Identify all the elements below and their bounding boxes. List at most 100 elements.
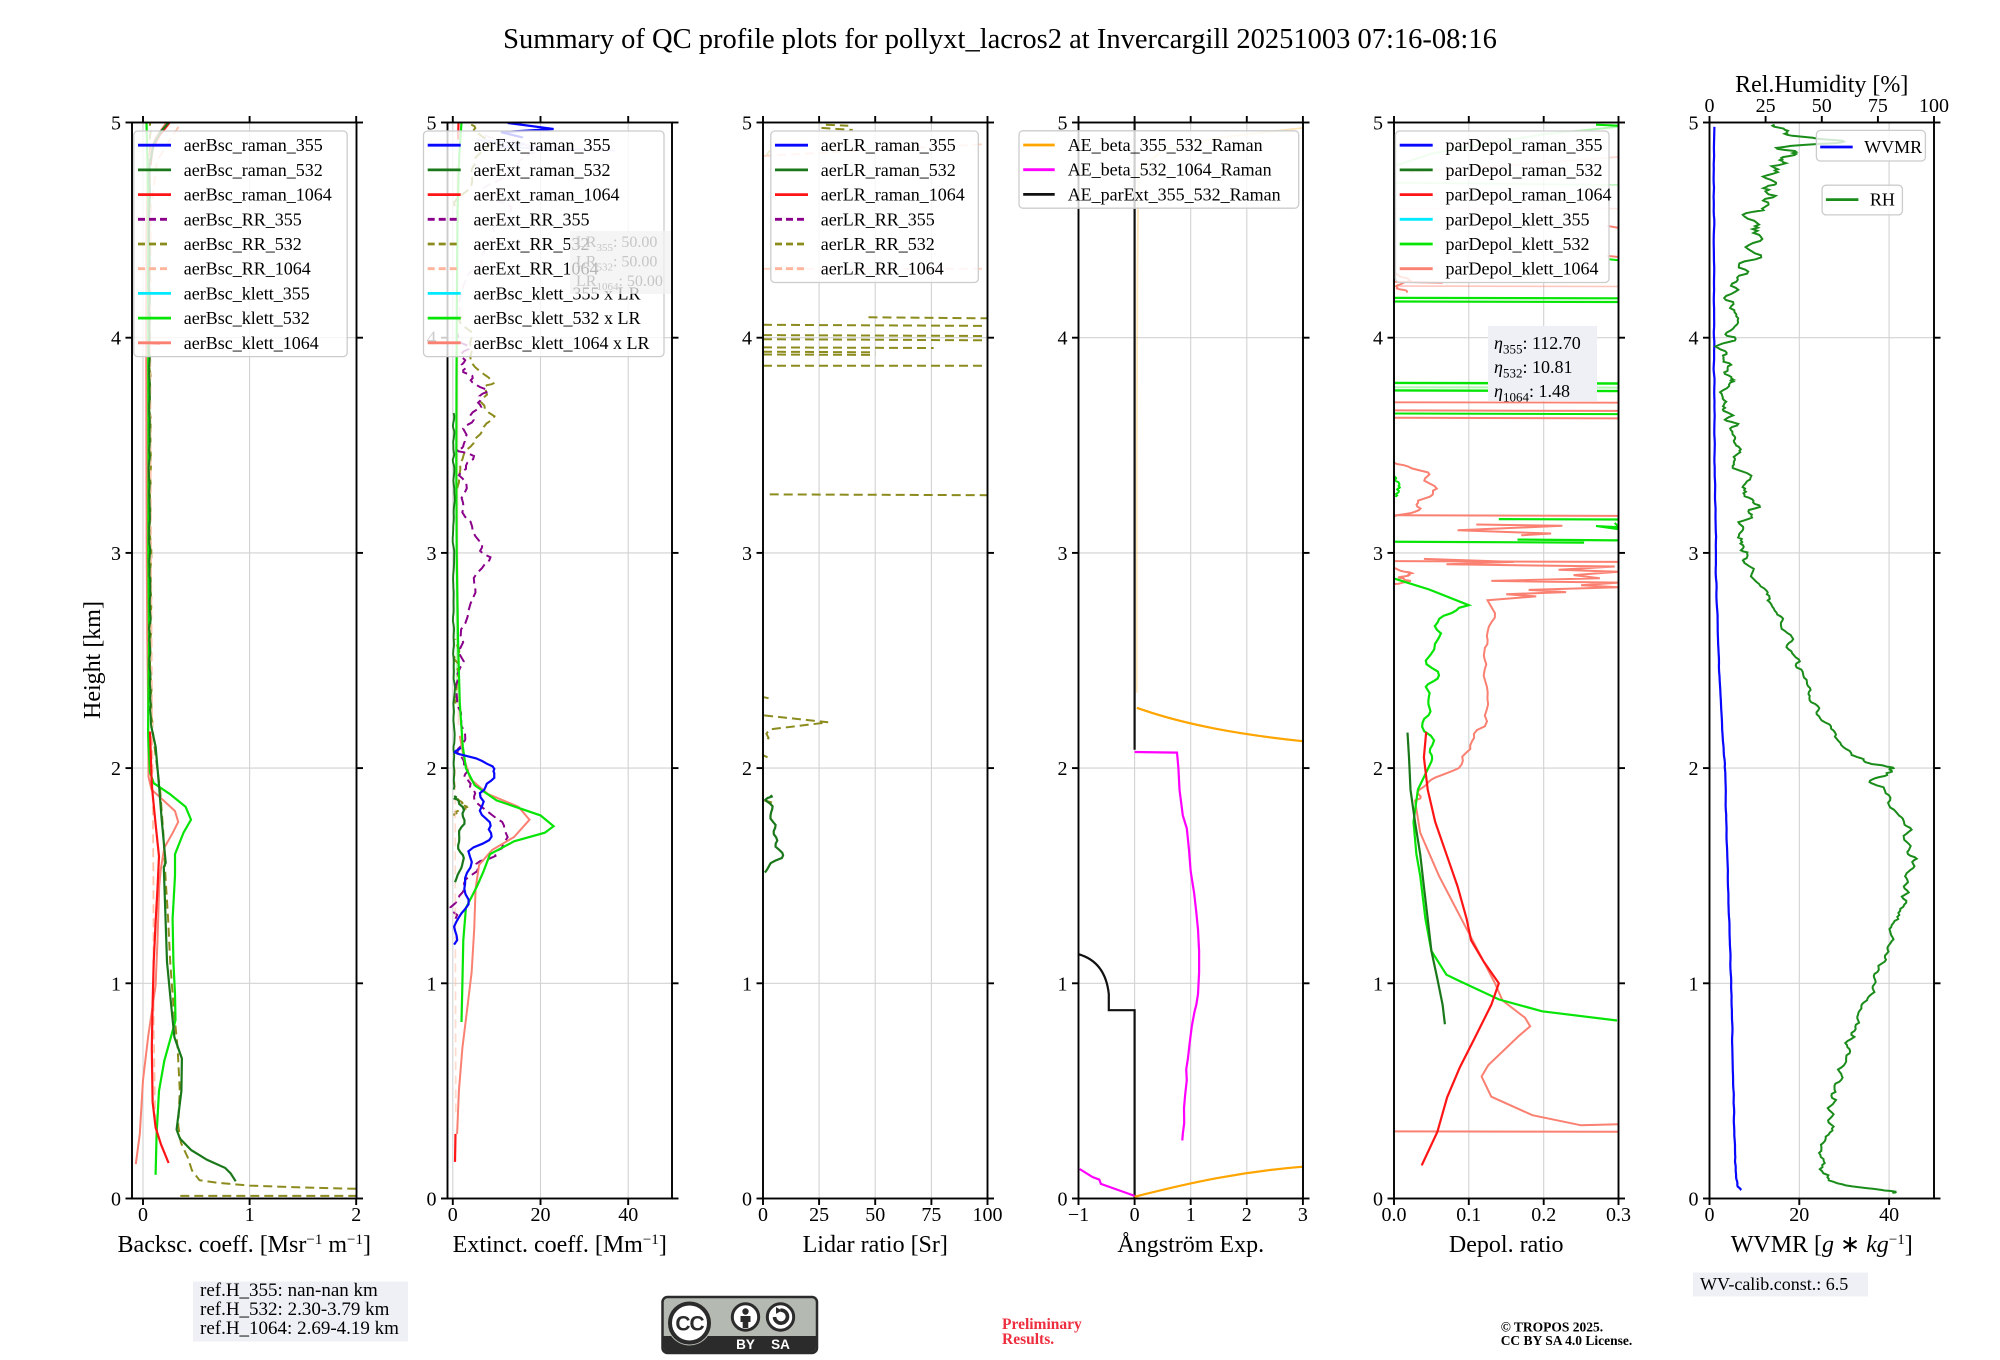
svg-text:Backsc. coeff. [Msr−1 m−1]: Backsc. coeff. [Msr−1 m−1] <box>118 1232 371 1258</box>
svg-text:aerExt_raman_532: aerExt_raman_532 <box>474 160 611 180</box>
svg-text:aerExt_RR_355: aerExt_RR_355 <box>474 209 590 229</box>
svg-text:25: 25 <box>1756 95 1776 117</box>
svg-text:2: 2 <box>111 758 121 780</box>
svg-text:AE_beta_355_532_Raman: AE_beta_355_532_Raman <box>1068 135 1263 155</box>
svg-text:aerLR_raman_532: aerLR_raman_532 <box>821 160 956 180</box>
svg-text:aerExt_RR_532: aerExt_RR_532 <box>474 234 590 254</box>
svg-text:parDepol_raman_532: parDepol_raman_532 <box>1446 160 1603 180</box>
svg-text:WVMR: WVMR <box>1864 137 1922 157</box>
svg-text:1: 1 <box>1186 1204 1196 1226</box>
svg-text:0: 0 <box>758 1204 768 1226</box>
svg-text:ref.H_1064: 2.69-4.19 km: ref.H_1064: 2.69-4.19 km <box>200 1318 399 1339</box>
svg-text:1: 1 <box>111 973 121 995</box>
svg-text:Ångström Exp.: Ångström Exp. <box>1117 1232 1264 1258</box>
svg-text:5: 5 <box>1689 113 1699 135</box>
svg-text:aerLR_RR_1064: aerLR_RR_1064 <box>821 259 944 279</box>
svg-text:aerBsc_klett_532: aerBsc_klett_532 <box>184 308 310 328</box>
svg-text:1: 1 <box>742 973 752 995</box>
svg-text:ref.H_532: 2.30-3.79 km: ref.H_532: 2.30-3.79 km <box>200 1299 390 1320</box>
svg-text:40: 40 <box>1879 1204 1899 1226</box>
svg-text:1: 1 <box>1058 973 1068 995</box>
svg-text:LR532: 50.00: LR532: 50.00 <box>576 254 657 274</box>
svg-text:−1: −1 <box>1068 1204 1089 1226</box>
svg-text:aerBsc_raman_355: aerBsc_raman_355 <box>184 135 323 155</box>
svg-text:0: 0 <box>1130 1204 1140 1226</box>
svg-text:parDepol_raman_1064: parDepol_raman_1064 <box>1446 185 1612 205</box>
svg-text:0: 0 <box>1705 1204 1715 1226</box>
svg-text:Preliminary: Preliminary <box>1002 1316 1082 1333</box>
svg-text:aerLR_RR_532: aerLR_RR_532 <box>821 234 935 254</box>
svg-text:1: 1 <box>427 973 437 995</box>
svg-text:aerLR_raman_355: aerLR_raman_355 <box>821 135 956 155</box>
svg-text:Lidar ratio [Sr]: Lidar ratio [Sr] <box>803 1232 948 1258</box>
svg-text:1: 1 <box>1373 973 1383 995</box>
svg-text:20: 20 <box>531 1204 551 1226</box>
svg-text:2: 2 <box>1242 1204 1252 1226</box>
svg-text:0: 0 <box>138 1204 148 1226</box>
svg-text:Height [km]: Height [km] <box>80 601 106 719</box>
svg-text:aerBsc_klett_1064 x LR: aerBsc_klett_1064 x LR <box>474 333 650 353</box>
svg-text:LR355: 50.00: LR355: 50.00 <box>576 234 657 254</box>
svg-text:aerExt_raman_1064: aerExt_raman_1064 <box>474 185 620 205</box>
svg-text:25: 25 <box>809 1204 829 1226</box>
svg-text:5: 5 <box>1058 113 1068 135</box>
svg-text:3: 3 <box>1298 1204 1308 1226</box>
svg-text:Results.: Results. <box>1002 1331 1054 1348</box>
svg-text:RH: RH <box>1870 190 1895 210</box>
svg-text:4: 4 <box>742 328 752 350</box>
svg-text:LR1064: 50.00: LR1064: 50.00 <box>576 273 663 293</box>
svg-text:parDepol_klett_1064: parDepol_klett_1064 <box>1446 259 1599 279</box>
svg-text:2: 2 <box>427 758 437 780</box>
svg-text:2: 2 <box>1689 758 1699 780</box>
svg-text:aerExt_raman_355: aerExt_raman_355 <box>474 135 611 155</box>
svg-text:5: 5 <box>1373 113 1383 135</box>
svg-text:WVMR [g ∗ kg−1]: WVMR [g ∗ kg−1] <box>1731 1232 1913 1258</box>
svg-text:50: 50 <box>1812 95 1832 117</box>
svg-text:0: 0 <box>448 1204 458 1226</box>
svg-text:Summary of QC profile plots fo: Summary of QC profile plots for pollyxt_… <box>503 24 1497 55</box>
svg-text:0: 0 <box>1689 1189 1699 1211</box>
svg-text:100: 100 <box>1919 95 1949 117</box>
svg-text:aerBsc_RR_1064: aerBsc_RR_1064 <box>184 259 311 279</box>
svg-text:0: 0 <box>111 1189 121 1211</box>
svg-text:2: 2 <box>742 758 752 780</box>
svg-text:CC: CC <box>675 1313 704 1336</box>
svg-text:50: 50 <box>865 1204 885 1226</box>
svg-text:AE_beta_532_1064_Raman: AE_beta_532_1064_Raman <box>1068 160 1272 180</box>
svg-text:3: 3 <box>1373 543 1383 565</box>
svg-text:0: 0 <box>1373 1189 1383 1211</box>
svg-text:0: 0 <box>1058 1189 1068 1211</box>
svg-text:BY: BY <box>736 1337 755 1352</box>
svg-text:0.2: 0.2 <box>1531 1204 1556 1226</box>
svg-text:WV-calib.const.: 6.5: WV-calib.const.: 6.5 <box>1700 1274 1848 1294</box>
svg-text:4: 4 <box>1689 328 1699 350</box>
svg-text:aerBsc_raman_1064: aerBsc_raman_1064 <box>184 185 332 205</box>
svg-text:0.0: 0.0 <box>1382 1204 1407 1226</box>
svg-text:0: 0 <box>1705 95 1715 117</box>
svg-text:parDepol_raman_355: parDepol_raman_355 <box>1446 135 1603 155</box>
svg-text:ref.H_355: nan-nan km: ref.H_355: nan-nan km <box>200 1280 378 1301</box>
svg-text:AE_parExt_355_532_Raman: AE_parExt_355_532_Raman <box>1068 184 1281 204</box>
svg-text:3: 3 <box>1058 543 1068 565</box>
svg-text:4: 4 <box>111 328 121 350</box>
svg-text:aerBsc_RR_532: aerBsc_RR_532 <box>184 234 302 254</box>
svg-text:aerBsc_klett_1064: aerBsc_klett_1064 <box>184 333 319 353</box>
svg-text:2: 2 <box>351 1204 361 1226</box>
svg-text:4: 4 <box>1373 328 1383 350</box>
svg-text:3: 3 <box>427 543 437 565</box>
svg-text:Depol. ratio: Depol. ratio <box>1449 1232 1564 1258</box>
svg-text:parDepol_klett_532: parDepol_klett_532 <box>1446 234 1590 254</box>
svg-text:20: 20 <box>1789 1204 1809 1226</box>
svg-text:Rel.Humidity [%]: Rel.Humidity [%] <box>1735 72 1908 98</box>
svg-text:parDepol_klett_355: parDepol_klett_355 <box>1446 209 1590 229</box>
svg-text:4: 4 <box>1058 328 1068 350</box>
svg-text:aerLR_RR_355: aerLR_RR_355 <box>821 209 935 229</box>
svg-text:2: 2 <box>1373 758 1383 780</box>
svg-text:3: 3 <box>111 543 121 565</box>
svg-text:aerExt_RR_1064: aerExt_RR_1064 <box>474 259 599 279</box>
svg-text:75: 75 <box>921 1204 941 1226</box>
svg-text:CC BY SA 4.0 License.: CC BY SA 4.0 License. <box>1501 1333 1633 1348</box>
svg-text:3: 3 <box>742 543 752 565</box>
svg-text:Extinct. coeff. [Mm−1]: Extinct. coeff. [Mm−1] <box>453 1232 667 1258</box>
svg-text:aerBsc_klett_355: aerBsc_klett_355 <box>184 283 310 303</box>
